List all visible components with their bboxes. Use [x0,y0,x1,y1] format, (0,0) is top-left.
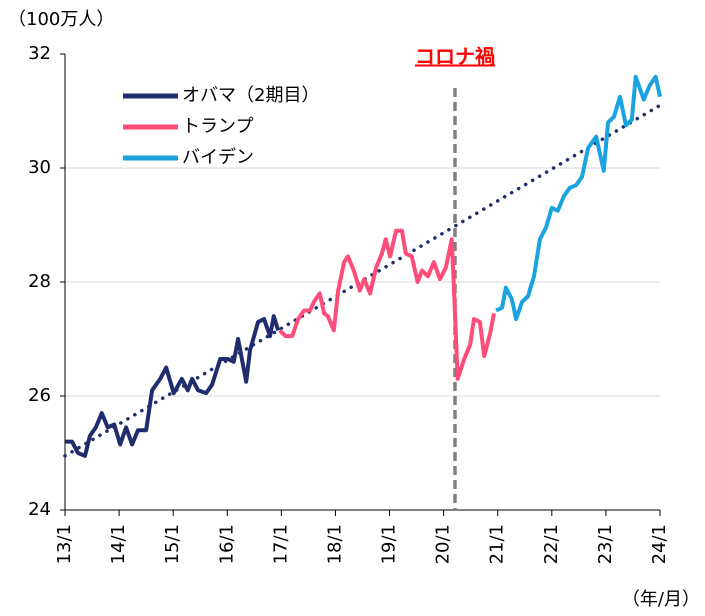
legend-label: オバマ（2期目） [182,85,319,106]
legend-label: バイデン [182,147,254,168]
series-line [278,228,496,381]
x-tick-label: 19/1 [379,524,400,564]
x-unit: （年/月） [622,589,700,610]
legend-label: トランプ [182,116,253,137]
series-line [65,314,281,458]
trendline [63,103,662,458]
x-tick-label: 22/1 [541,524,562,564]
y-unit: （100万人） [8,9,114,30]
x-tick-label: 23/1 [595,524,616,564]
annotation: コロナ禍 [415,45,495,69]
x-tick-label: 18/1 [324,524,345,564]
x-tick-label: 21/1 [487,524,508,564]
x-tick-label: 24/1 [649,524,670,564]
x-tick-label: 17/1 [270,524,291,564]
x-tick-label: 20/1 [433,524,454,564]
x-tick-label: 14/1 [108,524,129,564]
y-tick-label: 30 [28,157,51,178]
y-tick-label: 26 [28,385,51,406]
y-tick-label: 32 [28,43,51,64]
x-tick-label: 15/1 [162,524,183,564]
y-tick-label: 28 [28,271,51,292]
x-tick-label: 16/1 [216,524,237,564]
y-tick-label: 24 [28,499,51,520]
series-line [495,74,662,322]
x-tick-label: 13/1 [54,524,75,564]
